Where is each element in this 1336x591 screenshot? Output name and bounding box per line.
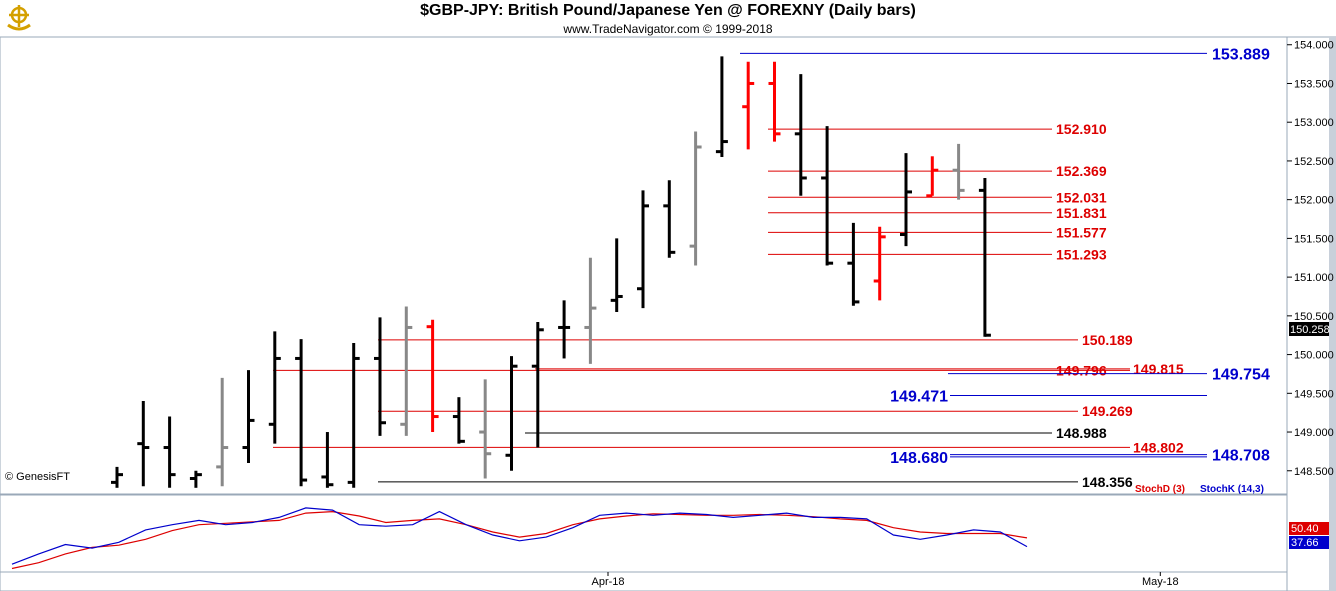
price-bar (531, 322, 544, 448)
genesis-watermark: © GenesisFT (5, 471, 70, 483)
last-price-tag-bg (1289, 322, 1329, 336)
price-bar (479, 379, 492, 479)
y-tick-label: 151.500 (1294, 233, 1334, 245)
price-bar (900, 153, 912, 247)
price-bar (610, 238, 623, 312)
y-tick-label: 149.500 (1294, 388, 1334, 400)
price-bar (558, 300, 571, 359)
chart-title: $GBP-JPY: British Pound/Japanese Yen @ F… (420, 2, 916, 19)
stoch-d-legend: StochD (3) (1135, 484, 1185, 495)
level-label: 149.754 (1212, 367, 1270, 384)
y-tick-label: 151.000 (1294, 272, 1334, 284)
level-label: 152.910 (1056, 121, 1107, 137)
price-bar (584, 257, 597, 364)
price-bar (452, 397, 465, 444)
price-bar (216, 377, 229, 487)
level-label: 153.889 (1212, 46, 1270, 63)
price-bar (978, 177, 991, 337)
price-bar (637, 190, 649, 309)
price-bar (689, 131, 702, 266)
stoch-d-line (11, 510, 1028, 570)
y-tick-label: 152.000 (1294, 195, 1334, 207)
y-tick-label: 153.000 (1294, 117, 1334, 129)
price-bar (189, 470, 202, 488)
price-bar (111, 466, 123, 488)
level-label: 149.269 (1082, 403, 1133, 419)
level-label: 148.988 (1056, 425, 1107, 441)
price-bar (426, 319, 439, 433)
y-tick-label: 148.500 (1294, 466, 1334, 478)
price-bar (873, 226, 886, 301)
price-bar (321, 432, 334, 488)
level-label: 149.796 (1056, 362, 1107, 378)
price-bar (742, 61, 755, 150)
y-tick-label: 150.000 (1294, 350, 1334, 362)
price-bar (794, 74, 807, 196)
x-tick-label: Apr-18 (591, 576, 624, 588)
level-label: 148.356 (1082, 474, 1133, 490)
stoch-k-value-tag: 37.66 (1291, 537, 1319, 549)
price-bar (295, 339, 308, 487)
price-bar (715, 56, 728, 158)
y-tick-label: 152.500 (1294, 156, 1334, 168)
y-tick-label: 150.500 (1294, 311, 1334, 323)
x-tick-label: May-18 (1142, 576, 1179, 588)
right-edge-band (1329, 37, 1336, 591)
stoch-k-value-tag-bg (1289, 536, 1329, 549)
level-label: 148.708 (1212, 448, 1270, 465)
level-label: 148.802 (1133, 439, 1184, 455)
chart-header: $GBP-JPY: British Pound/Japanese Yen @ F… (0, 0, 1336, 36)
date-axis[interactable] (0, 571, 1288, 591)
level-label: 151.831 (1056, 205, 1107, 221)
level-label: 150.189 (1082, 332, 1133, 348)
price-bar (505, 356, 518, 471)
price-bar (374, 317, 386, 436)
price-bar (137, 401, 150, 487)
last-price-tag: 150.258 (1290, 324, 1330, 336)
price-bar (926, 156, 939, 198)
price-bar (663, 180, 676, 258)
price-bar (242, 370, 255, 464)
price-bar (163, 416, 176, 488)
price-bar (347, 342, 360, 488)
y-tick-label: 149.000 (1294, 427, 1334, 439)
level-label: 152.031 (1056, 189, 1107, 205)
price-bar (952, 143, 965, 200)
price-bar (400, 306, 413, 436)
stoch-k-line (11, 507, 1028, 565)
y-tick-label: 154.000 (1294, 40, 1334, 52)
y-tick-label: 153.500 (1294, 78, 1334, 90)
stoch-panel (0, 494, 1288, 573)
chart-subtitle: www.TradeNavigator.com © 1999-2018 (563, 22, 773, 36)
level-label: 152.369 (1056, 163, 1107, 179)
level-label: 151.577 (1056, 224, 1107, 240)
price-bar (847, 222, 860, 306)
price-axis[interactable] (1286, 36, 1336, 591)
level-label: 148.680 (890, 450, 948, 467)
price-bar (768, 61, 781, 142)
stoch-d-value-tag: 50.40 (1291, 523, 1319, 535)
level-label: 149.471 (890, 389, 948, 406)
stoch-k-legend: StochK (14,3) (1200, 484, 1264, 495)
price-bar (268, 331, 281, 444)
stoch-d-value-tag-bg (1289, 522, 1329, 535)
level-label: 149.815 (1133, 361, 1184, 377)
ship-wheel-logo-icon (7, 5, 31, 31)
price-bar (821, 126, 834, 266)
level-label: 151.293 (1056, 246, 1107, 262)
